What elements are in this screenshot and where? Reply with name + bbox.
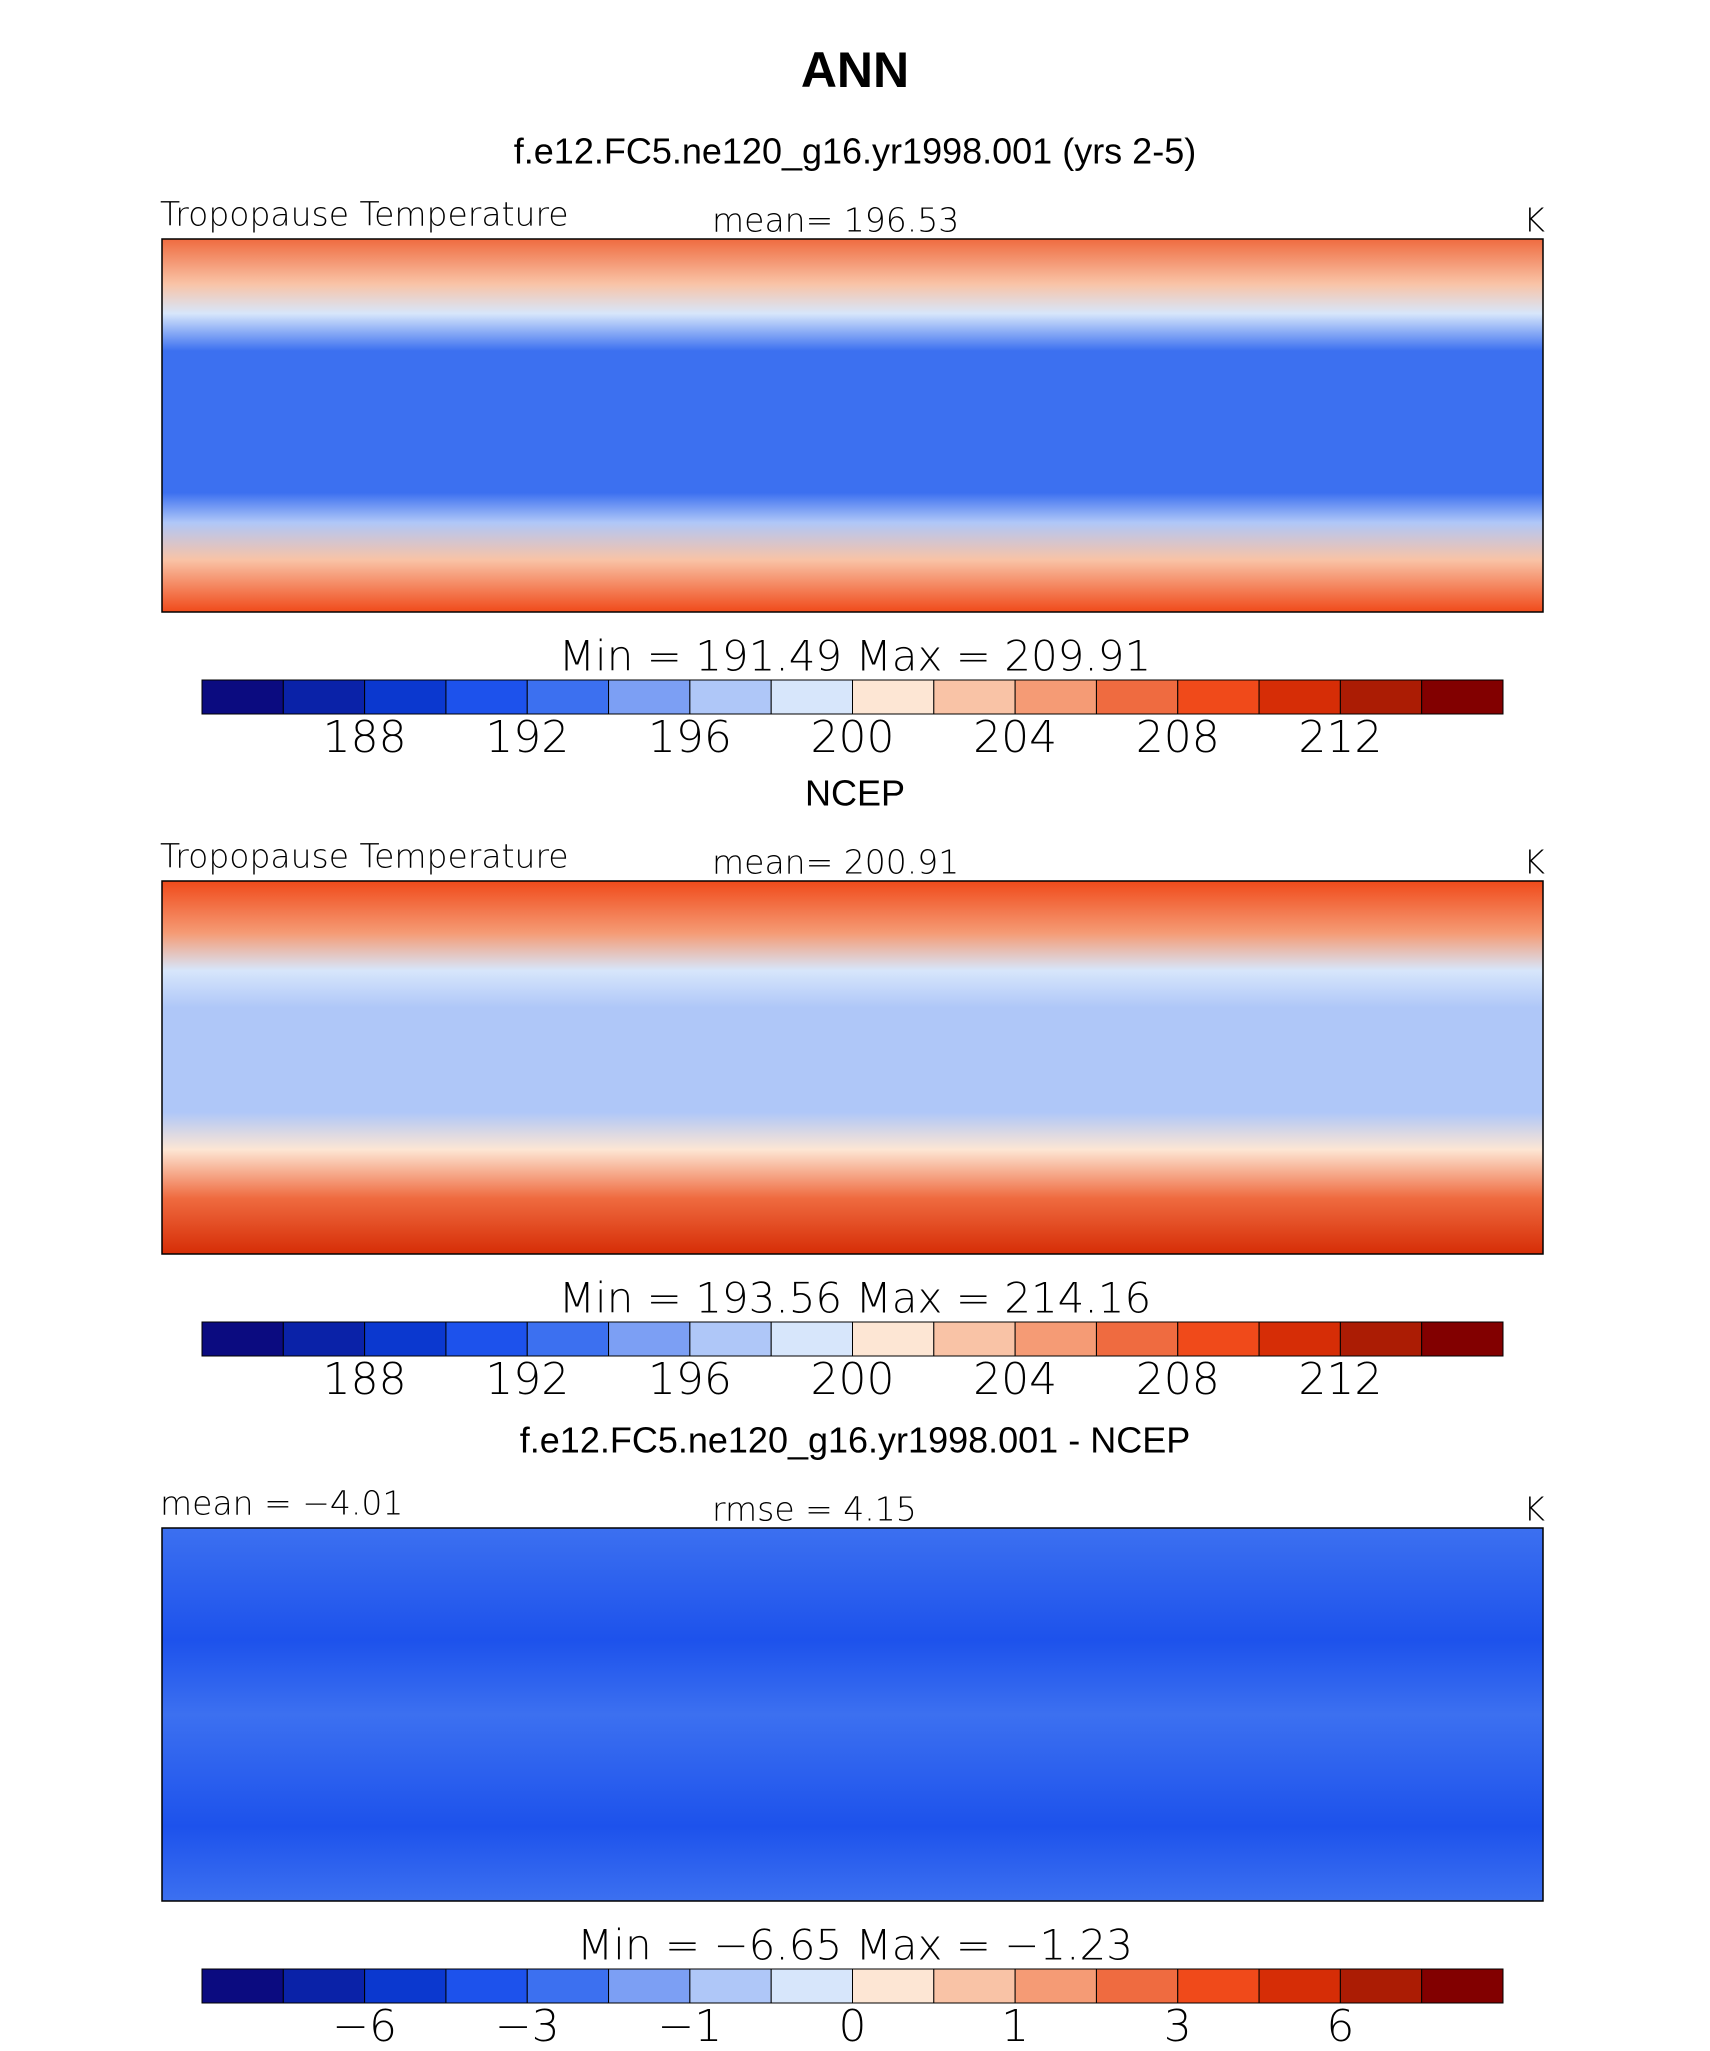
left-label: mean = −4.01 — [160, 1484, 403, 1523]
colorbar-box — [1421, 679, 1504, 715]
colorbar-box — [1421, 1968, 1504, 2004]
stats: Min = −6.65 Max = −1.23 — [577, 1921, 1133, 1970]
colorbar-box — [770, 679, 853, 715]
colorbar-box — [608, 679, 691, 715]
map-field — [161, 1527, 1544, 1902]
colorbar-box — [445, 1968, 528, 2004]
colorbar-box — [445, 679, 528, 715]
colorbar-tick-label: 6 — [1326, 2001, 1354, 2051]
units: K — [1523, 1490, 1545, 1529]
colorbar-tick-label: −6 — [332, 2001, 397, 2051]
panel-title: f.e12.FC5.ne120_g16.yr1998.001 - NCEP — [520, 1420, 1190, 1461]
units: K — [1523, 201, 1545, 240]
colorbar-box — [608, 1968, 691, 2004]
left-label: Tropopause Temperature — [160, 195, 569, 234]
colorbar-box — [526, 1968, 610, 2004]
colorbar-tick-label: 196 — [648, 1354, 732, 1405]
colorbar-box — [445, 1321, 528, 1357]
colorbar-box — [1339, 679, 1423, 715]
colorbar-tick-label: 208 — [1136, 1354, 1220, 1405]
colorbar-box — [1095, 1321, 1179, 1357]
colorbar-box — [689, 679, 772, 715]
colorbar-box — [282, 1968, 366, 2004]
figure-title: ANN — [801, 42, 909, 98]
colorbar-box — [282, 679, 366, 715]
colorbar-box — [689, 1321, 772, 1357]
colorbar-tick-label: 192 — [485, 1354, 569, 1405]
map-field — [161, 238, 1544, 613]
colorbar-tick-label: 0 — [839, 2001, 867, 2051]
colorbar-box — [1014, 1321, 1097, 1357]
colorbar-box — [689, 1968, 772, 2004]
stats: Min = 191.49 Max = 209.91 — [559, 632, 1151, 681]
colorbar-box — [1177, 1321, 1260, 1357]
stats: Min = 193.56 Max = 214.16 — [559, 1274, 1151, 1323]
colorbar-box — [1258, 1968, 1341, 2004]
colorbar-tick-label: 204 — [973, 1354, 1057, 1405]
colorbar-box — [282, 1321, 366, 1357]
colorbar-tick-label: 208 — [1136, 712, 1220, 763]
colorbar-box — [201, 1321, 284, 1357]
colorbar-tick-label: 3 — [1164, 2001, 1192, 2051]
colorbar-box — [770, 1968, 853, 2004]
colorbar-box — [364, 1968, 447, 2004]
colorbar-box — [852, 1968, 935, 2004]
colorbar-box — [1258, 1321, 1341, 1357]
left-label: Tropopause Temperature — [160, 837, 569, 876]
colorbar-tick-label: 200 — [811, 712, 895, 763]
colorbar-box — [608, 1321, 691, 1357]
colorbar-box — [1095, 679, 1179, 715]
colorbar-tick-label: 204 — [973, 712, 1057, 763]
colorbar-box — [1339, 1968, 1423, 2004]
colorbar-box — [201, 679, 284, 715]
colorbar-tick-label: 212 — [1298, 1354, 1382, 1405]
colorbar-box — [1177, 679, 1260, 715]
colorbar-box — [1014, 1968, 1097, 2004]
map-field — [161, 880, 1544, 1255]
colorbar-box — [770, 1321, 853, 1357]
colorbar-tick-label: −3 — [495, 2001, 560, 2051]
units: K — [1523, 843, 1545, 882]
colorbar-tick-label: −1 — [657, 2001, 722, 2051]
center-label: mean= 200.91 — [712, 843, 959, 882]
colorbar-box — [526, 679, 610, 715]
center-label: rmse = 4.15 — [712, 1490, 917, 1529]
colorbar-tick-label: 196 — [648, 712, 732, 763]
colorbar-box — [852, 679, 935, 715]
colorbar-box — [852, 1321, 935, 1357]
colorbar-box — [364, 1321, 447, 1357]
colorbar-box — [201, 1968, 284, 2004]
colorbar-box — [933, 1321, 1016, 1357]
colorbar-tick-label: 212 — [1298, 712, 1382, 763]
colorbar-box — [1258, 679, 1341, 715]
panel-title: f.e12.FC5.ne120_g16.yr1998.001 (yrs 2-5) — [514, 131, 1196, 172]
colorbar-tick-label: 192 — [485, 712, 569, 763]
colorbar-box — [933, 679, 1016, 715]
colorbar-box — [1095, 1968, 1179, 2004]
colorbar-box — [1421, 1321, 1504, 1357]
colorbar-box — [1014, 679, 1097, 715]
colorbar-box — [933, 1968, 1016, 2004]
colorbar-tick-label: 200 — [811, 1354, 895, 1405]
colorbar-box — [364, 679, 447, 715]
colorbar-box — [526, 1321, 610, 1357]
colorbar-tick-label: 188 — [323, 712, 407, 763]
center-label: mean= 196.53 — [712, 201, 959, 240]
colorbar-tick-label: 188 — [323, 1354, 407, 1405]
colorbar-tick-label: 1 — [1001, 2001, 1029, 2051]
panel-title: NCEP — [805, 773, 905, 814]
colorbar-box — [1177, 1968, 1260, 2004]
colorbar-box — [1339, 1321, 1423, 1357]
